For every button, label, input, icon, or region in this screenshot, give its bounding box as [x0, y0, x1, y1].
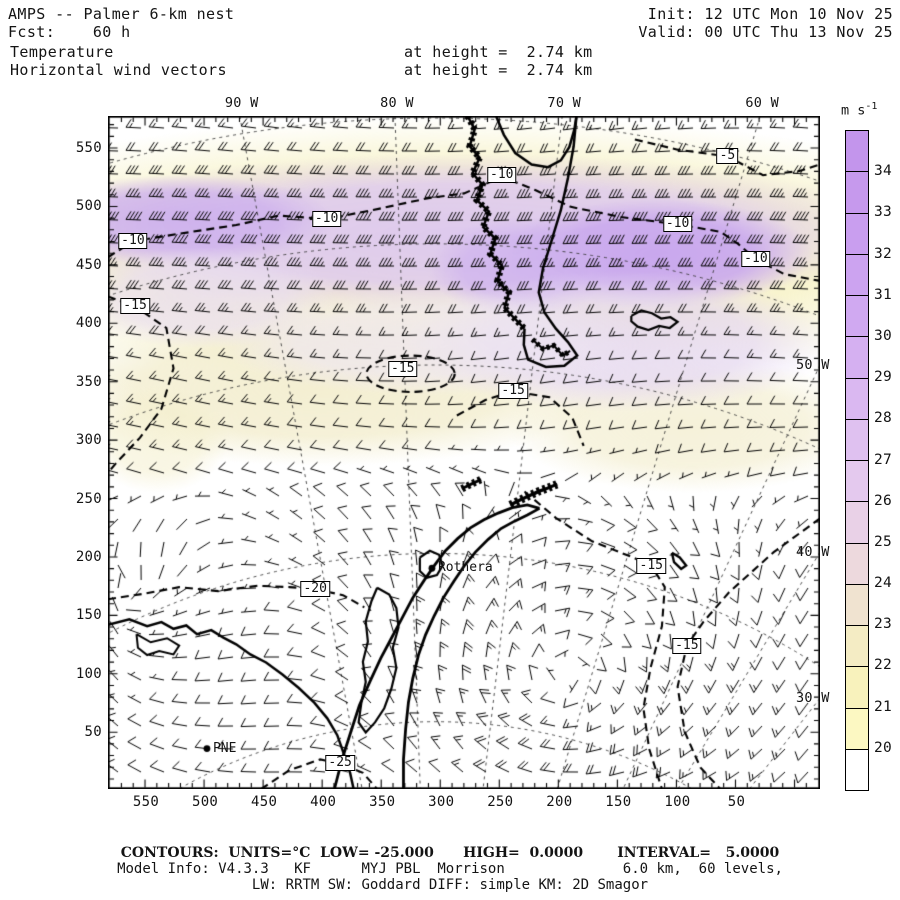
colorbar-tick-label: 32 [874, 245, 893, 262]
y-tick-label: 500 [75, 198, 102, 215]
colorbar-segment [846, 377, 868, 419]
colorbar-tick-label: 23 [874, 616, 893, 633]
y-tick-label: 350 [75, 373, 102, 390]
field-name-wind: Horizontal wind vectors [10, 61, 227, 79]
height-label-1: at height = 2.74 km [404, 43, 593, 61]
colorbar-segment [846, 748, 868, 790]
x-tick-label: 150 [605, 794, 632, 810]
colorbar-segment [846, 171, 868, 213]
lon-label-top: 80 W [380, 95, 414, 111]
colorbar-tick-label: 26 [874, 492, 893, 509]
colorbar-tick-label: 21 [874, 698, 893, 715]
lon-label-top: 60 W [745, 95, 780, 111]
colorbar-tick-label: 25 [874, 533, 893, 550]
x-tick-label: 450 [251, 794, 278, 810]
colorbar-segment [846, 418, 868, 460]
lon-label-right: 40 W [796, 544, 830, 561]
map-canvas [108, 116, 820, 789]
forecast-hour: Fcst: 60 h [8, 23, 131, 41]
y-tick-label: 200 [75, 548, 102, 565]
contours-info-line: CONTOURS: UNITS=°C LOW= -25.000 HIGH= 0.… [120, 845, 780, 861]
x-tick-label: 100 [664, 794, 691, 810]
colorbar-segment [846, 501, 868, 543]
y-tick-label: 450 [75, 256, 102, 273]
lon-label-right: 50 W [796, 357, 830, 373]
x-tick-label: 250 [487, 794, 514, 810]
colorbar-segment [846, 336, 868, 378]
colorbar-tick-label: 31 [874, 286, 893, 303]
lon-label-right: 30 W [796, 690, 830, 707]
colorbar-segment [846, 253, 868, 295]
colorbar-tick-label: 30 [874, 327, 893, 344]
y-tick-label: 550 [75, 140, 102, 157]
colorbar-segment [846, 212, 868, 254]
colorbar-tick-label: 24 [874, 575, 893, 592]
colorbar-tick-label: 27 [874, 451, 893, 468]
y-tick-label: 400 [75, 315, 102, 332]
x-tick-label: 50 [727, 794, 746, 810]
y-tick-label: 300 [75, 432, 102, 449]
colorbar-tick-label: 20 [874, 739, 893, 756]
colorbar-segment [846, 625, 868, 667]
colorbar-tick-label: 28 [874, 410, 893, 427]
x-tick-label: 350 [369, 794, 396, 810]
x-tick-label: 500 [191, 794, 219, 810]
colorbar-segment [846, 295, 868, 337]
colorbar-tick-label: 29 [874, 369, 893, 386]
x-tick-label: 550 [132, 794, 160, 810]
valid-time: Valid: 00 UTC Thu 13 Nov 25 [638, 23, 893, 41]
y-tick-label: 250 [75, 490, 102, 507]
y-tick-label: 150 [75, 607, 102, 624]
lon-label-top: 90 W [224, 95, 259, 111]
colorbar-segment [846, 460, 868, 502]
colorbar-segment [846, 707, 868, 749]
lon-label-top: 70 W [547, 95, 582, 111]
x-tick-label: 400 [310, 794, 337, 810]
init-time: Init: 12 UTC Mon 10 Nov 25 [647, 5, 893, 23]
height-label-2: at height = 2.74 km [404, 61, 593, 79]
colorbar-segment [846, 542, 868, 584]
colorbar-segment [846, 666, 868, 708]
colorbar-units-label: m s-1 [841, 101, 878, 119]
colorbar-tick-label: 33 [874, 204, 893, 221]
x-tick-label: 200 [546, 794, 573, 810]
y-tick-label: 50 [84, 724, 102, 741]
page-title: AMPS -- Palmer 6-km nest [8, 5, 235, 23]
model-physics-line: LW: RRTM SW: Goddard DIFF: simple KM: 2D… [251, 877, 649, 893]
colorbar-segment [846, 131, 868, 172]
x-tick-label: 300 [428, 794, 455, 810]
colorbar-segment [846, 583, 868, 625]
field-name-temperature: Temperature [10, 43, 114, 61]
colorbar [845, 130, 869, 791]
colorbar-tick-label: 34 [874, 163, 893, 180]
colorbar-tick-label: 22 [874, 657, 893, 674]
model-info-line: Model Info: V4.3.3 KF MYJ PBL Morrison 6… [117, 861, 783, 877]
y-tick-label: 100 [75, 665, 102, 682]
